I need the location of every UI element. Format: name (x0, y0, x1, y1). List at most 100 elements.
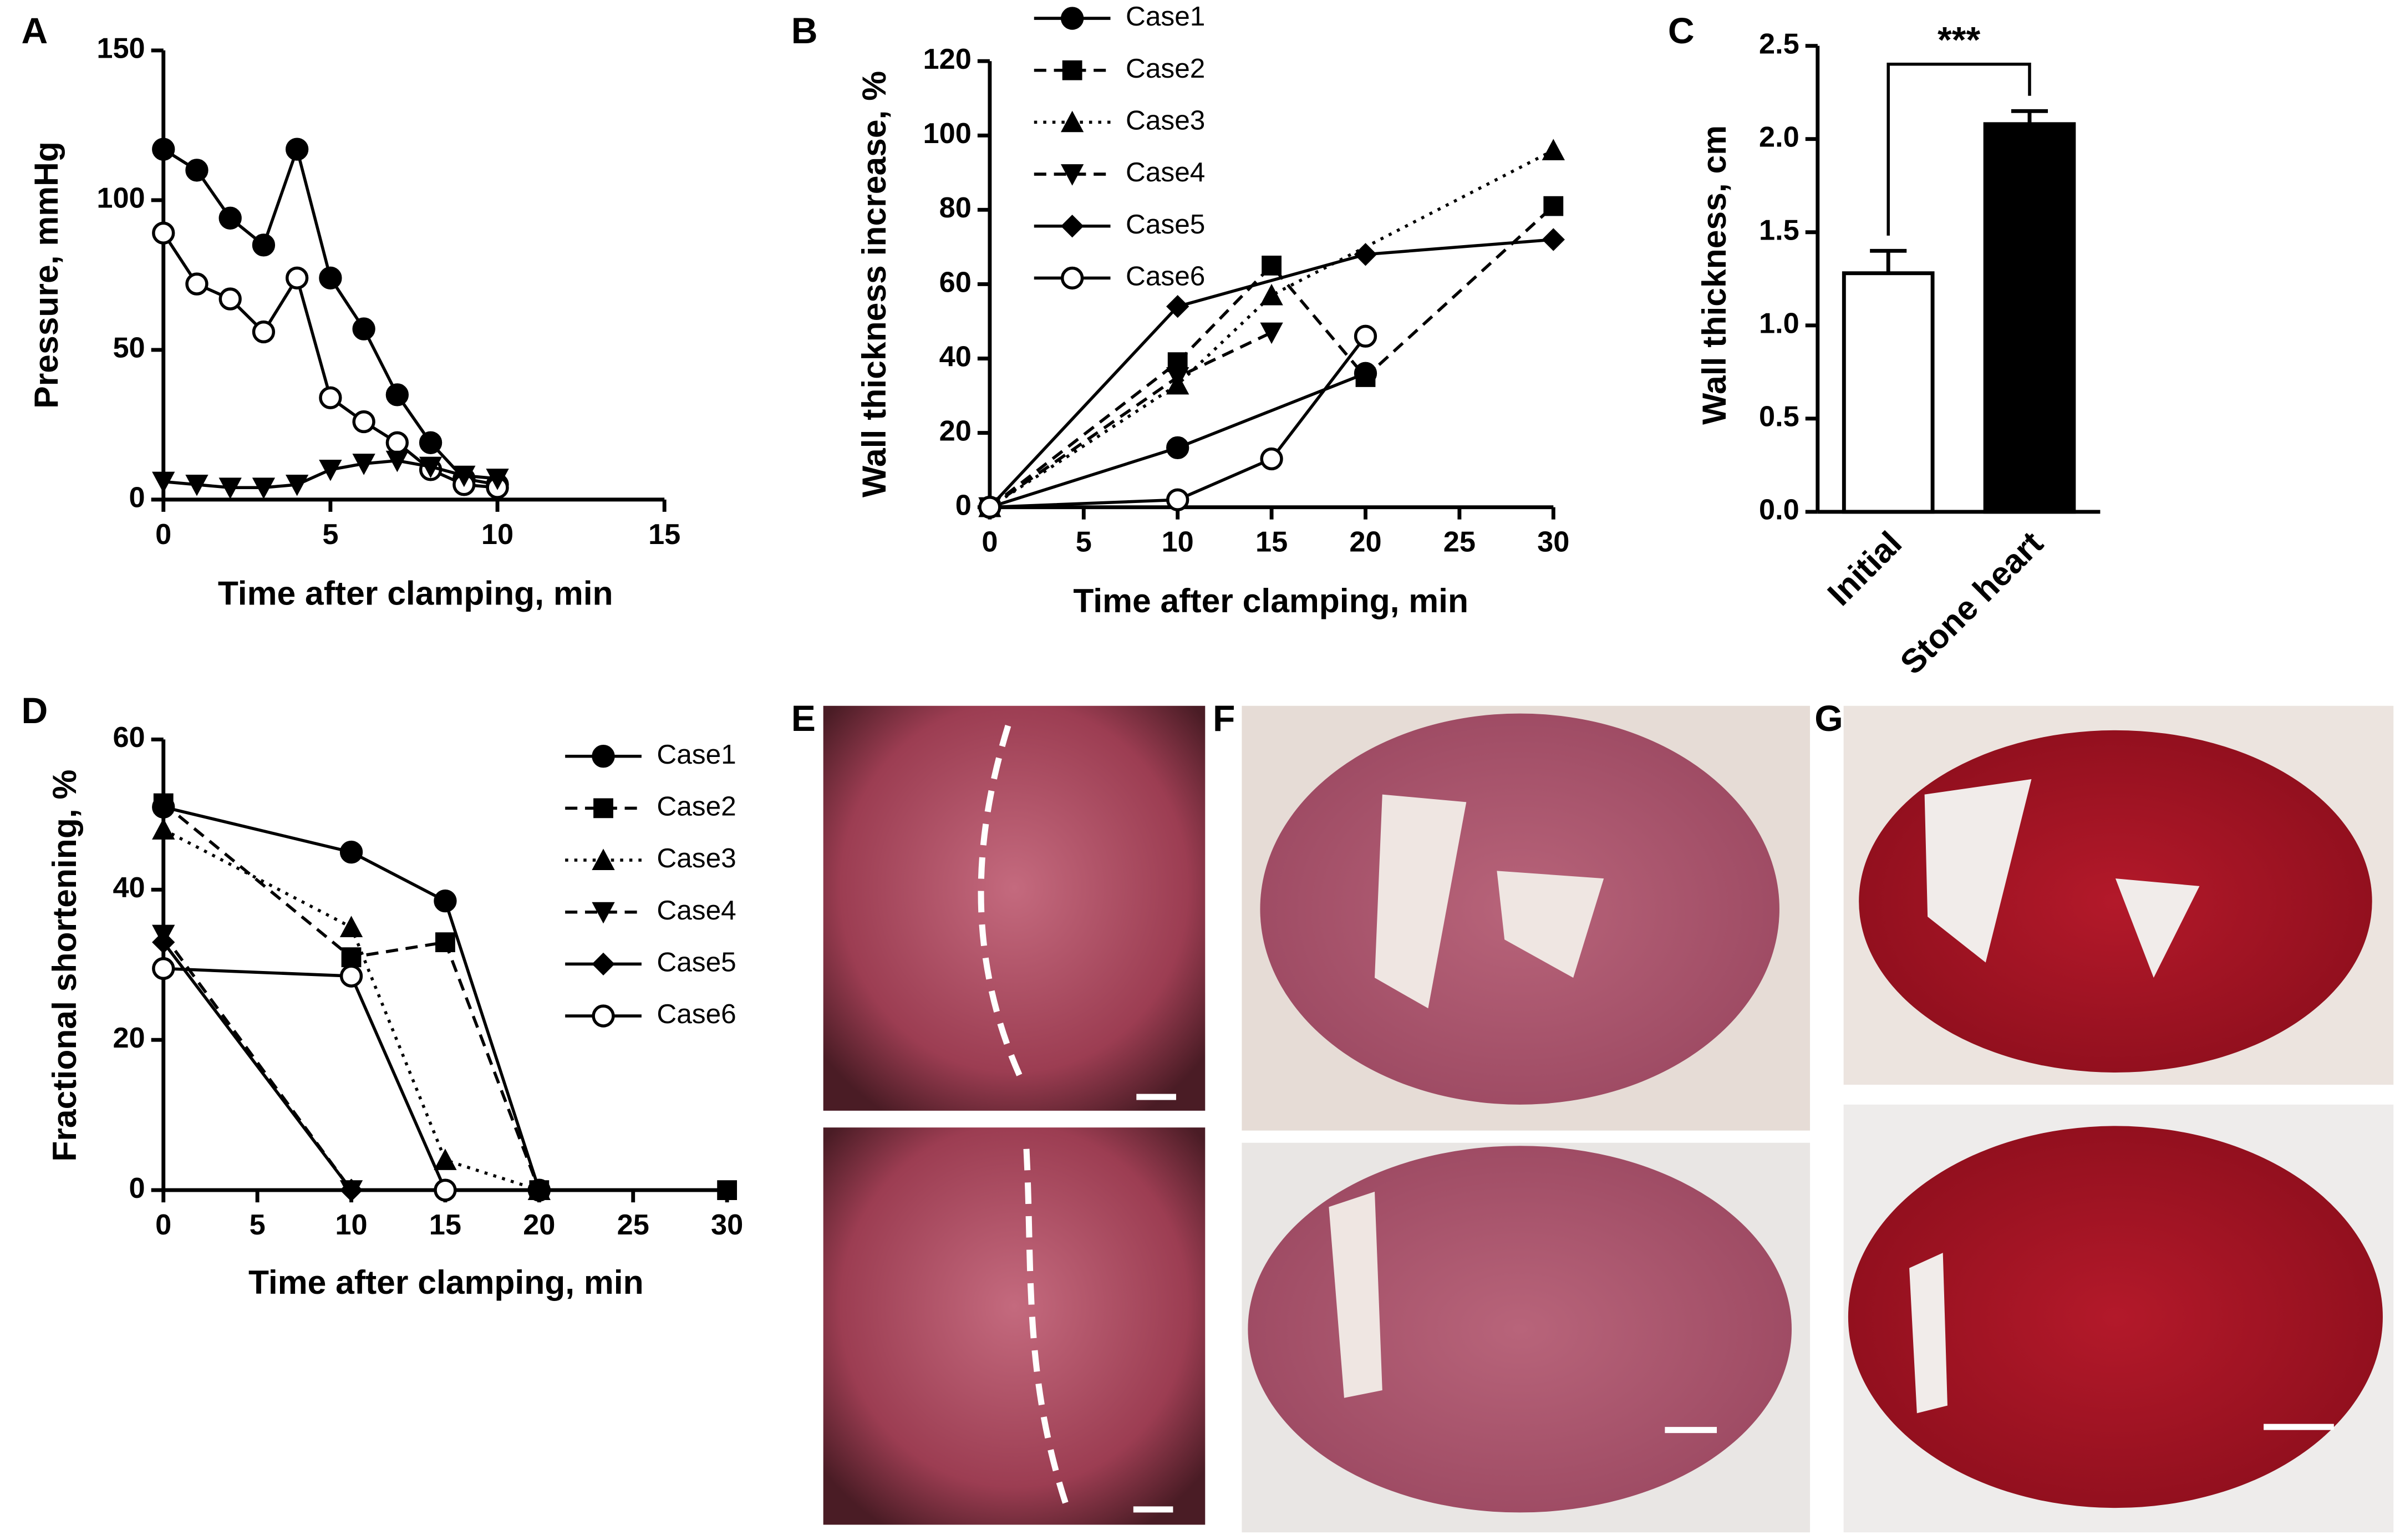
legend-marker (1060, 164, 1084, 186)
series-line (162, 802, 728, 1192)
y-tick-label: 1.5 (1759, 215, 1799, 247)
y-tick-label: 20 (939, 415, 972, 447)
panel-label: A (22, 11, 48, 52)
scale-bar (1133, 1506, 1173, 1513)
legend-label: Case3 (1126, 104, 1205, 135)
marker (1543, 196, 1564, 216)
x-tick-label: 25 (1443, 526, 1476, 558)
series-line (162, 828, 540, 1192)
series-line (989, 149, 1554, 509)
marker (218, 206, 242, 230)
marker (152, 931, 175, 954)
y-tick-label: 0 (129, 1172, 145, 1204)
legend-marker (1060, 215, 1084, 238)
legend-label: Case4 (657, 894, 736, 926)
y-axis-label: Wall thickness, cm (1695, 125, 1733, 425)
x-tick-label: 0 (155, 519, 171, 551)
y-axis-label: Fractional shortening, % (45, 770, 83, 1162)
x-tick-label: 15 (1255, 526, 1288, 558)
series-line (163, 805, 541, 1191)
legend-label: Case1 (657, 739, 736, 770)
marker (185, 474, 209, 496)
cavity (1909, 1253, 1947, 1414)
x-tick-label: 15 (429, 1209, 461, 1241)
marker (319, 266, 342, 289)
panel-label: C (1668, 11, 1695, 52)
panel-label: B (791, 11, 818, 52)
panel-label: D (22, 690, 48, 731)
y-axis-label: Wall thickness increase, % (855, 71, 893, 497)
legend-marker (592, 952, 615, 976)
marker (252, 233, 276, 257)
y-tick-label: 20 (113, 1022, 145, 1054)
series-line (989, 335, 1367, 509)
significance-bracket (1886, 62, 2031, 236)
marker (486, 469, 509, 490)
marker (218, 477, 242, 499)
legend-label: Case6 (1126, 260, 1205, 291)
marker (1542, 228, 1565, 251)
marker (1166, 488, 1189, 511)
panel-label: F (1213, 698, 1235, 739)
legend-marker (1062, 60, 1082, 80)
x-tick-label: 15 (648, 519, 680, 551)
scale-bar (2264, 1424, 2334, 1430)
marker (152, 138, 175, 161)
legend-marker (592, 1004, 615, 1028)
photo-group-f (1242, 705, 1811, 1533)
marker (319, 386, 342, 409)
marker (252, 320, 276, 344)
legend-marker (1060, 7, 1084, 30)
x-tick-label: 5 (1076, 526, 1092, 558)
y-tick-label: 0 (129, 482, 145, 514)
marker (385, 450, 409, 472)
marker (285, 474, 309, 496)
x-tick-label: 10 (1162, 526, 1194, 558)
marker (1166, 294, 1189, 318)
marker (339, 840, 363, 864)
photo (823, 705, 1206, 1111)
x-axis-label: Time after clamping, min (1073, 582, 1468, 619)
series-line (989, 205, 1555, 509)
marker (185, 272, 209, 296)
marker (978, 495, 1001, 519)
marker (1260, 283, 1283, 306)
y-tick-label: 1.0 (1759, 308, 1799, 340)
marker (419, 456, 443, 479)
x-tick-label: 0 (155, 1209, 171, 1241)
marker (434, 1178, 457, 1202)
dashed-line (978, 724, 1024, 1079)
series-line (988, 238, 1554, 509)
marker (153, 793, 174, 814)
marker (352, 410, 375, 434)
x-axis-label: Time after clamping, min (218, 574, 613, 612)
marker (419, 431, 443, 454)
cavity (1497, 871, 1604, 978)
photo-group-g (1843, 705, 2394, 1533)
series-line (162, 144, 498, 486)
marker (434, 1148, 457, 1170)
legend-marker (592, 745, 615, 768)
x-tick-label: 30 (1537, 526, 1569, 558)
y-tick-label: 0.5 (1759, 401, 1799, 433)
legend-marker (592, 848, 615, 870)
x-tick-label: 10 (481, 519, 513, 551)
x-tick-label: 0 (982, 526, 998, 558)
y-tick-label: 0.0 (1759, 494, 1799, 526)
marker (452, 465, 476, 487)
marker (339, 916, 363, 937)
marker (527, 1178, 551, 1201)
panel-label: G (1814, 698, 1843, 739)
marker (1262, 255, 1282, 276)
y-tick-label: 120 (923, 43, 972, 75)
heart-section (1248, 1146, 1792, 1513)
series-line (162, 941, 353, 1191)
x-axis-label: Time after clamping, min (248, 1263, 644, 1301)
marker (1354, 243, 1377, 266)
legend-label: Case5 (1126, 209, 1205, 240)
y-tick-label: 2.5 (1759, 28, 1799, 60)
x-tick-label: 25 (617, 1209, 649, 1241)
y-tick-label: 100 (96, 182, 145, 215)
